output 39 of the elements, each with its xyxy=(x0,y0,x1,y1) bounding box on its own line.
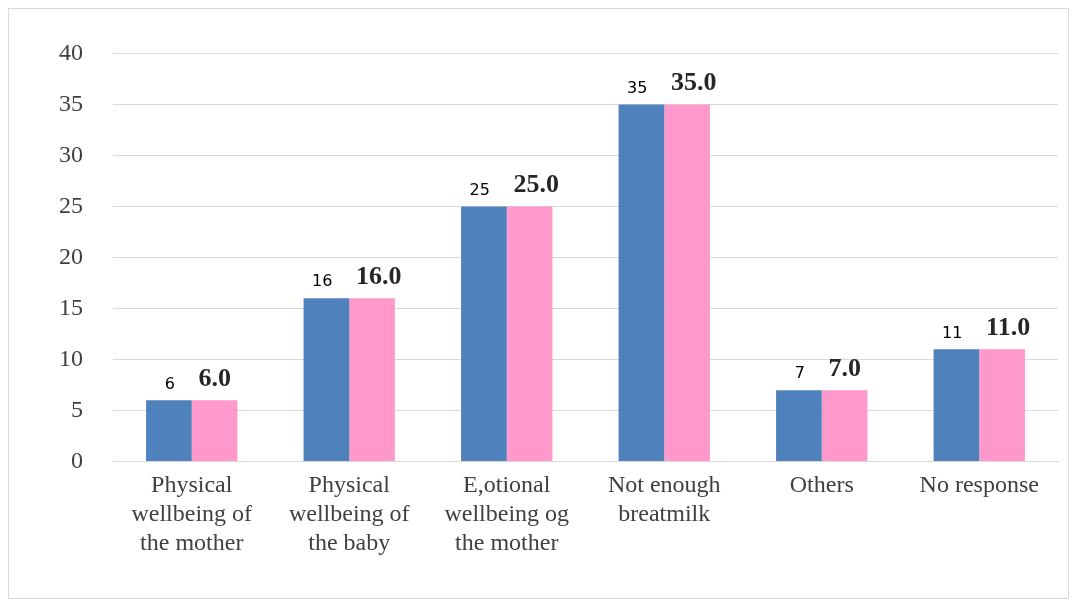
y-tick-label: 0 xyxy=(71,446,83,473)
y-tick-label: 20 xyxy=(59,242,83,269)
bar xyxy=(933,349,980,462)
y-tick-label: 15 xyxy=(59,293,83,320)
y-tick-label: 35 xyxy=(59,89,83,116)
data-label: 25 xyxy=(469,179,490,199)
bar xyxy=(191,400,238,462)
bar xyxy=(349,298,395,462)
y-tick-label: 5 xyxy=(71,395,83,422)
x-tick-label: No response xyxy=(919,471,1039,498)
x-tick-label: Physical wellbeing of the mother xyxy=(131,471,253,555)
data-label: 7 xyxy=(794,363,805,383)
y-tick-label: 25 xyxy=(59,191,83,218)
data-label: 7.0 xyxy=(828,352,862,382)
bar xyxy=(979,349,1025,462)
data-label: 16 xyxy=(312,271,333,291)
data-label: 6.0 xyxy=(198,363,232,393)
bar xyxy=(303,298,350,462)
bar xyxy=(776,390,822,462)
y-tick-label: 30 xyxy=(59,140,83,167)
x-tick-label: Not enough breatmilk xyxy=(607,471,721,527)
bar xyxy=(461,206,507,462)
data-label: 35.0 xyxy=(671,67,717,97)
x-tick-label: Others xyxy=(789,471,854,498)
bar xyxy=(664,104,710,462)
x-tick-label: Physical wellbeing of the baby xyxy=(288,471,410,555)
bar xyxy=(618,104,665,462)
data-label: 16.0 xyxy=(356,261,402,291)
y-tick-label: 40 xyxy=(59,38,83,65)
x-tick-label: E,otional wellbeing og the mother xyxy=(444,471,570,555)
data-label: 25.0 xyxy=(513,169,560,199)
data-label: 11 xyxy=(942,322,963,342)
y-tick-label: 10 xyxy=(59,344,83,371)
data-label: 11.0 xyxy=(986,312,1031,342)
bar xyxy=(146,400,192,462)
data-label: 6 xyxy=(164,373,175,393)
data-label: 35 xyxy=(627,77,648,97)
bar xyxy=(506,206,553,462)
bar xyxy=(821,390,868,462)
